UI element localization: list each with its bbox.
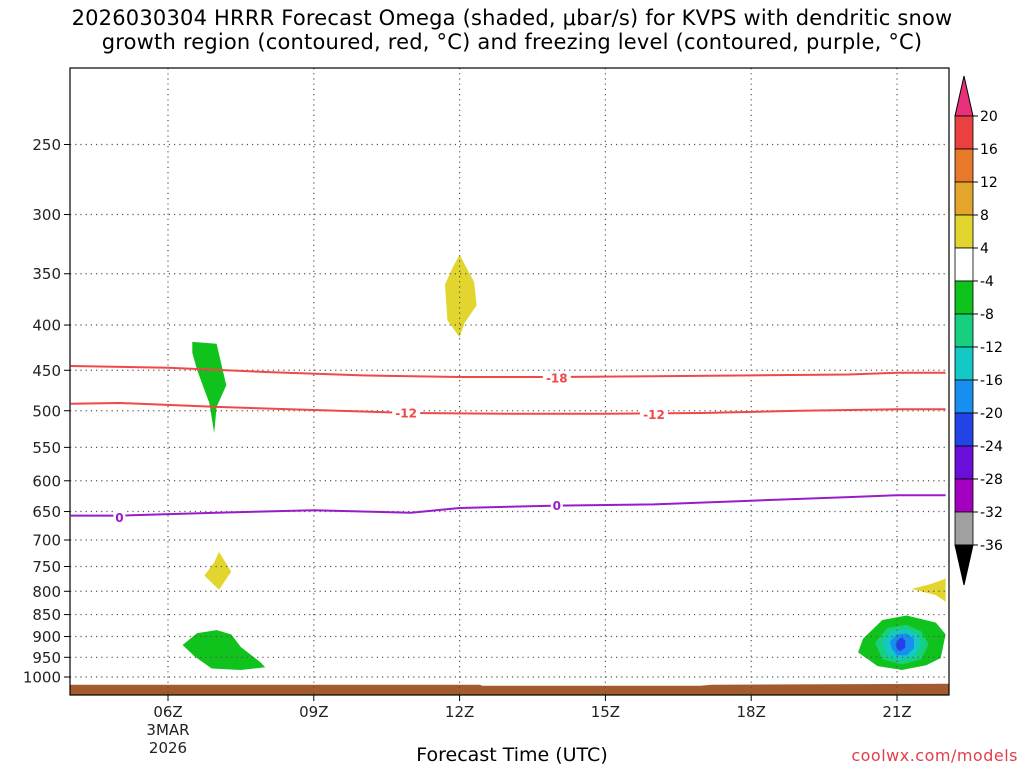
colorbar-label--4: -4 bbox=[980, 274, 994, 290]
chart-title: 2026030304 HRRR Forecast Omega (shaded, … bbox=[0, 6, 1024, 54]
colorbar-segment-12 bbox=[954, 511, 974, 546]
colorbar-label--36: -36 bbox=[980, 538, 1003, 554]
colorbar-label-8: 8 bbox=[980, 208, 989, 224]
grid-lines bbox=[70, 68, 949, 695]
x-tick-date-label: 3MAR bbox=[146, 721, 189, 739]
x-tick-year-label: 2026 bbox=[149, 739, 187, 757]
contour-label-bg-2 bbox=[640, 407, 668, 422]
omega-area-downward-yellow-blob-22Z-low bbox=[911, 578, 946, 602]
colorbar-segment-3 bbox=[954, 214, 974, 249]
y-tick-label-400: 400 bbox=[32, 317, 61, 335]
contour--12-C bbox=[70, 401, 946, 415]
y-tick-label-900: 900 bbox=[32, 628, 61, 646]
colorbar-segment-5 bbox=[954, 280, 974, 315]
contour-0-C-freezing-level bbox=[70, 494, 946, 517]
y-tick-label-600: 600 bbox=[32, 472, 61, 490]
colorbar-segment-11 bbox=[954, 478, 974, 513]
y-tick-label-250: 250 bbox=[32, 136, 61, 154]
plot-frame bbox=[69, 67, 950, 696]
colorbar-label--20: -20 bbox=[980, 406, 1003, 422]
colorbar-segment-1 bbox=[954, 148, 974, 183]
colorbar-segment-0 bbox=[954, 115, 974, 150]
y-tick-label-850: 850 bbox=[32, 606, 61, 624]
x-tick-label-09Z: 09Z bbox=[299, 703, 328, 721]
colorbar-segment-6 bbox=[954, 313, 974, 348]
contour-label-bg-4 bbox=[550, 498, 563, 513]
title-line-2: growth region (contoured, red, °C) and f… bbox=[101, 30, 923, 54]
colorbar-segment-7 bbox=[954, 346, 974, 381]
contour-label-2: -12 bbox=[643, 408, 665, 422]
colorbar: 20 16 12 8 4 -4 -8 -12 -16 -20 -24 -28 -32 -36 bbox=[954, 75, 1003, 586]
axes: 250 300 350 400 450 500 550 600 650 700 750 800 850 9… bbox=[23, 67, 950, 757]
colorbar-segment-4 bbox=[954, 247, 974, 282]
y-tick-label-500: 500 bbox=[32, 402, 61, 420]
y-tick-label-300: 300 bbox=[32, 206, 61, 224]
x-tick-label-12Z: 12Z bbox=[445, 703, 474, 721]
omega-area-upward-dark-blue-core-21Z bbox=[895, 637, 906, 652]
y-tick-label-950: 950 bbox=[32, 649, 61, 667]
x-tick-label-21Z: 21Z bbox=[882, 703, 911, 721]
credit-link[interactable]: coolwx.com/models bbox=[851, 746, 1018, 765]
contour-label-bg-0 bbox=[542, 370, 571, 385]
y-tick-label-1000: 1000 bbox=[23, 669, 61, 687]
x-tick-label-06Z: 06Z bbox=[153, 703, 182, 721]
y-tick-label-800: 800 bbox=[32, 583, 61, 601]
colorbar-label--32: -32 bbox=[980, 505, 1003, 521]
colorbar-label--28: -28 bbox=[980, 472, 1003, 488]
contour-label-4: 0 bbox=[553, 499, 561, 513]
colorbar-label-4: 4 bbox=[980, 241, 989, 257]
colorbar-top-arrow bbox=[954, 75, 974, 117]
colorbar-segment-2 bbox=[954, 181, 974, 216]
colorbar-label-16: 16 bbox=[980, 142, 998, 158]
omega-area-downward-yellow-blob-07Z-low bbox=[204, 551, 232, 590]
y-tick-label-650: 650 bbox=[32, 503, 61, 521]
omega-area-upward-green-blob-07Z-boundary bbox=[182, 630, 266, 670]
y-tick-label-700: 700 bbox=[32, 531, 61, 549]
x-axis-label: Forecast Time (UTC) bbox=[416, 744, 608, 766]
x-tick-label-15Z: 15Z bbox=[591, 703, 620, 721]
y-tick-label-450: 450 bbox=[32, 362, 61, 380]
colorbar-bottom-arrow bbox=[954, 544, 974, 586]
colorbar-label--8: -8 bbox=[980, 307, 994, 323]
contour-label-bg-1 bbox=[392, 406, 421, 421]
colorbar-label--24: -24 bbox=[980, 439, 1003, 455]
colorbar-label-20: 20 bbox=[980, 109, 998, 125]
y-tick-label-550: 550 bbox=[32, 439, 61, 457]
omega-area-downward-yellow-blob-12Z-upper bbox=[445, 254, 477, 338]
y-tick-label-350: 350 bbox=[32, 265, 61, 283]
y-tick-label-750: 750 bbox=[32, 558, 61, 576]
colorbar-label-12: 12 bbox=[980, 175, 998, 191]
contour-layer: -18 -12 -12 0 0 bbox=[70, 365, 946, 525]
colorbar-segment-8 bbox=[954, 379, 974, 414]
contour-label-bg-3 bbox=[113, 510, 126, 525]
colorbar-label--12: -12 bbox=[980, 340, 1003, 356]
colorbar-label--16: -16 bbox=[980, 373, 1003, 389]
contour-label-1: -12 bbox=[395, 407, 417, 421]
contour-label-3: 0 bbox=[115, 511, 123, 525]
colorbar-segment-10 bbox=[954, 445, 974, 480]
terrain-surface bbox=[70, 683, 949, 695]
contour-label-0: -18 bbox=[546, 371, 568, 385]
colorbar-segment-9 bbox=[954, 412, 974, 447]
omega-area-upward-green-blob-06-07Z-mid bbox=[192, 341, 227, 434]
x-tick-label-18Z: 18Z bbox=[737, 703, 766, 721]
omega-shading-layer bbox=[70, 254, 949, 695]
title-line-1: 2026030304 HRRR Forecast Omega (shaded, … bbox=[71, 6, 953, 30]
